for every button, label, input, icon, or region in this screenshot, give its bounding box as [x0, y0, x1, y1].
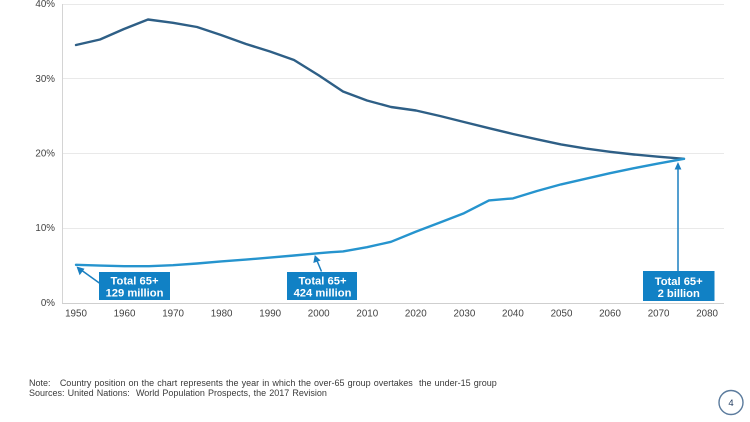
- svg-text:2000: 2000: [308, 309, 330, 320]
- svg-text:1960: 1960: [114, 309, 136, 320]
- svg-text:2040: 2040: [502, 309, 524, 320]
- svg-text:10%: 10%: [35, 223, 55, 234]
- svg-text:1980: 1980: [211, 309, 233, 320]
- svg-text:1950: 1950: [65, 309, 87, 320]
- svg-text:2010: 2010: [356, 309, 378, 320]
- svg-text:2050: 2050: [551, 309, 573, 320]
- svg-text:2020: 2020: [405, 309, 427, 320]
- svg-text:Note: Country position on th: Note: Country position on the chart repr…: [29, 378, 497, 388]
- svg-text:40%: 40%: [35, 0, 55, 10]
- svg-text:1970: 1970: [162, 309, 184, 320]
- svg-text:2080: 2080: [696, 309, 718, 320]
- svg-text:20%: 20%: [35, 149, 55, 160]
- svg-text:4: 4: [728, 398, 733, 409]
- svg-text:Total 65+: Total 65+: [299, 276, 347, 288]
- svg-text:2 billion: 2 billion: [658, 288, 700, 300]
- svg-text:Sources: United Nations: Worl: Sources: United Nations: World Populatio…: [29, 388, 327, 398]
- svg-text:2060: 2060: [599, 309, 621, 320]
- svg-text:2030: 2030: [454, 309, 476, 320]
- svg-text:129 million: 129 million: [106, 288, 164, 300]
- svg-text:Total 65+: Total 65+: [655, 276, 703, 288]
- svg-text:424 million: 424 million: [294, 288, 352, 300]
- svg-text:1990: 1990: [259, 309, 281, 320]
- svg-text:30%: 30%: [35, 74, 55, 85]
- svg-text:Total 65+: Total 65+: [111, 276, 159, 288]
- svg-text:0%: 0%: [41, 298, 55, 309]
- svg-text:2070: 2070: [648, 309, 670, 320]
